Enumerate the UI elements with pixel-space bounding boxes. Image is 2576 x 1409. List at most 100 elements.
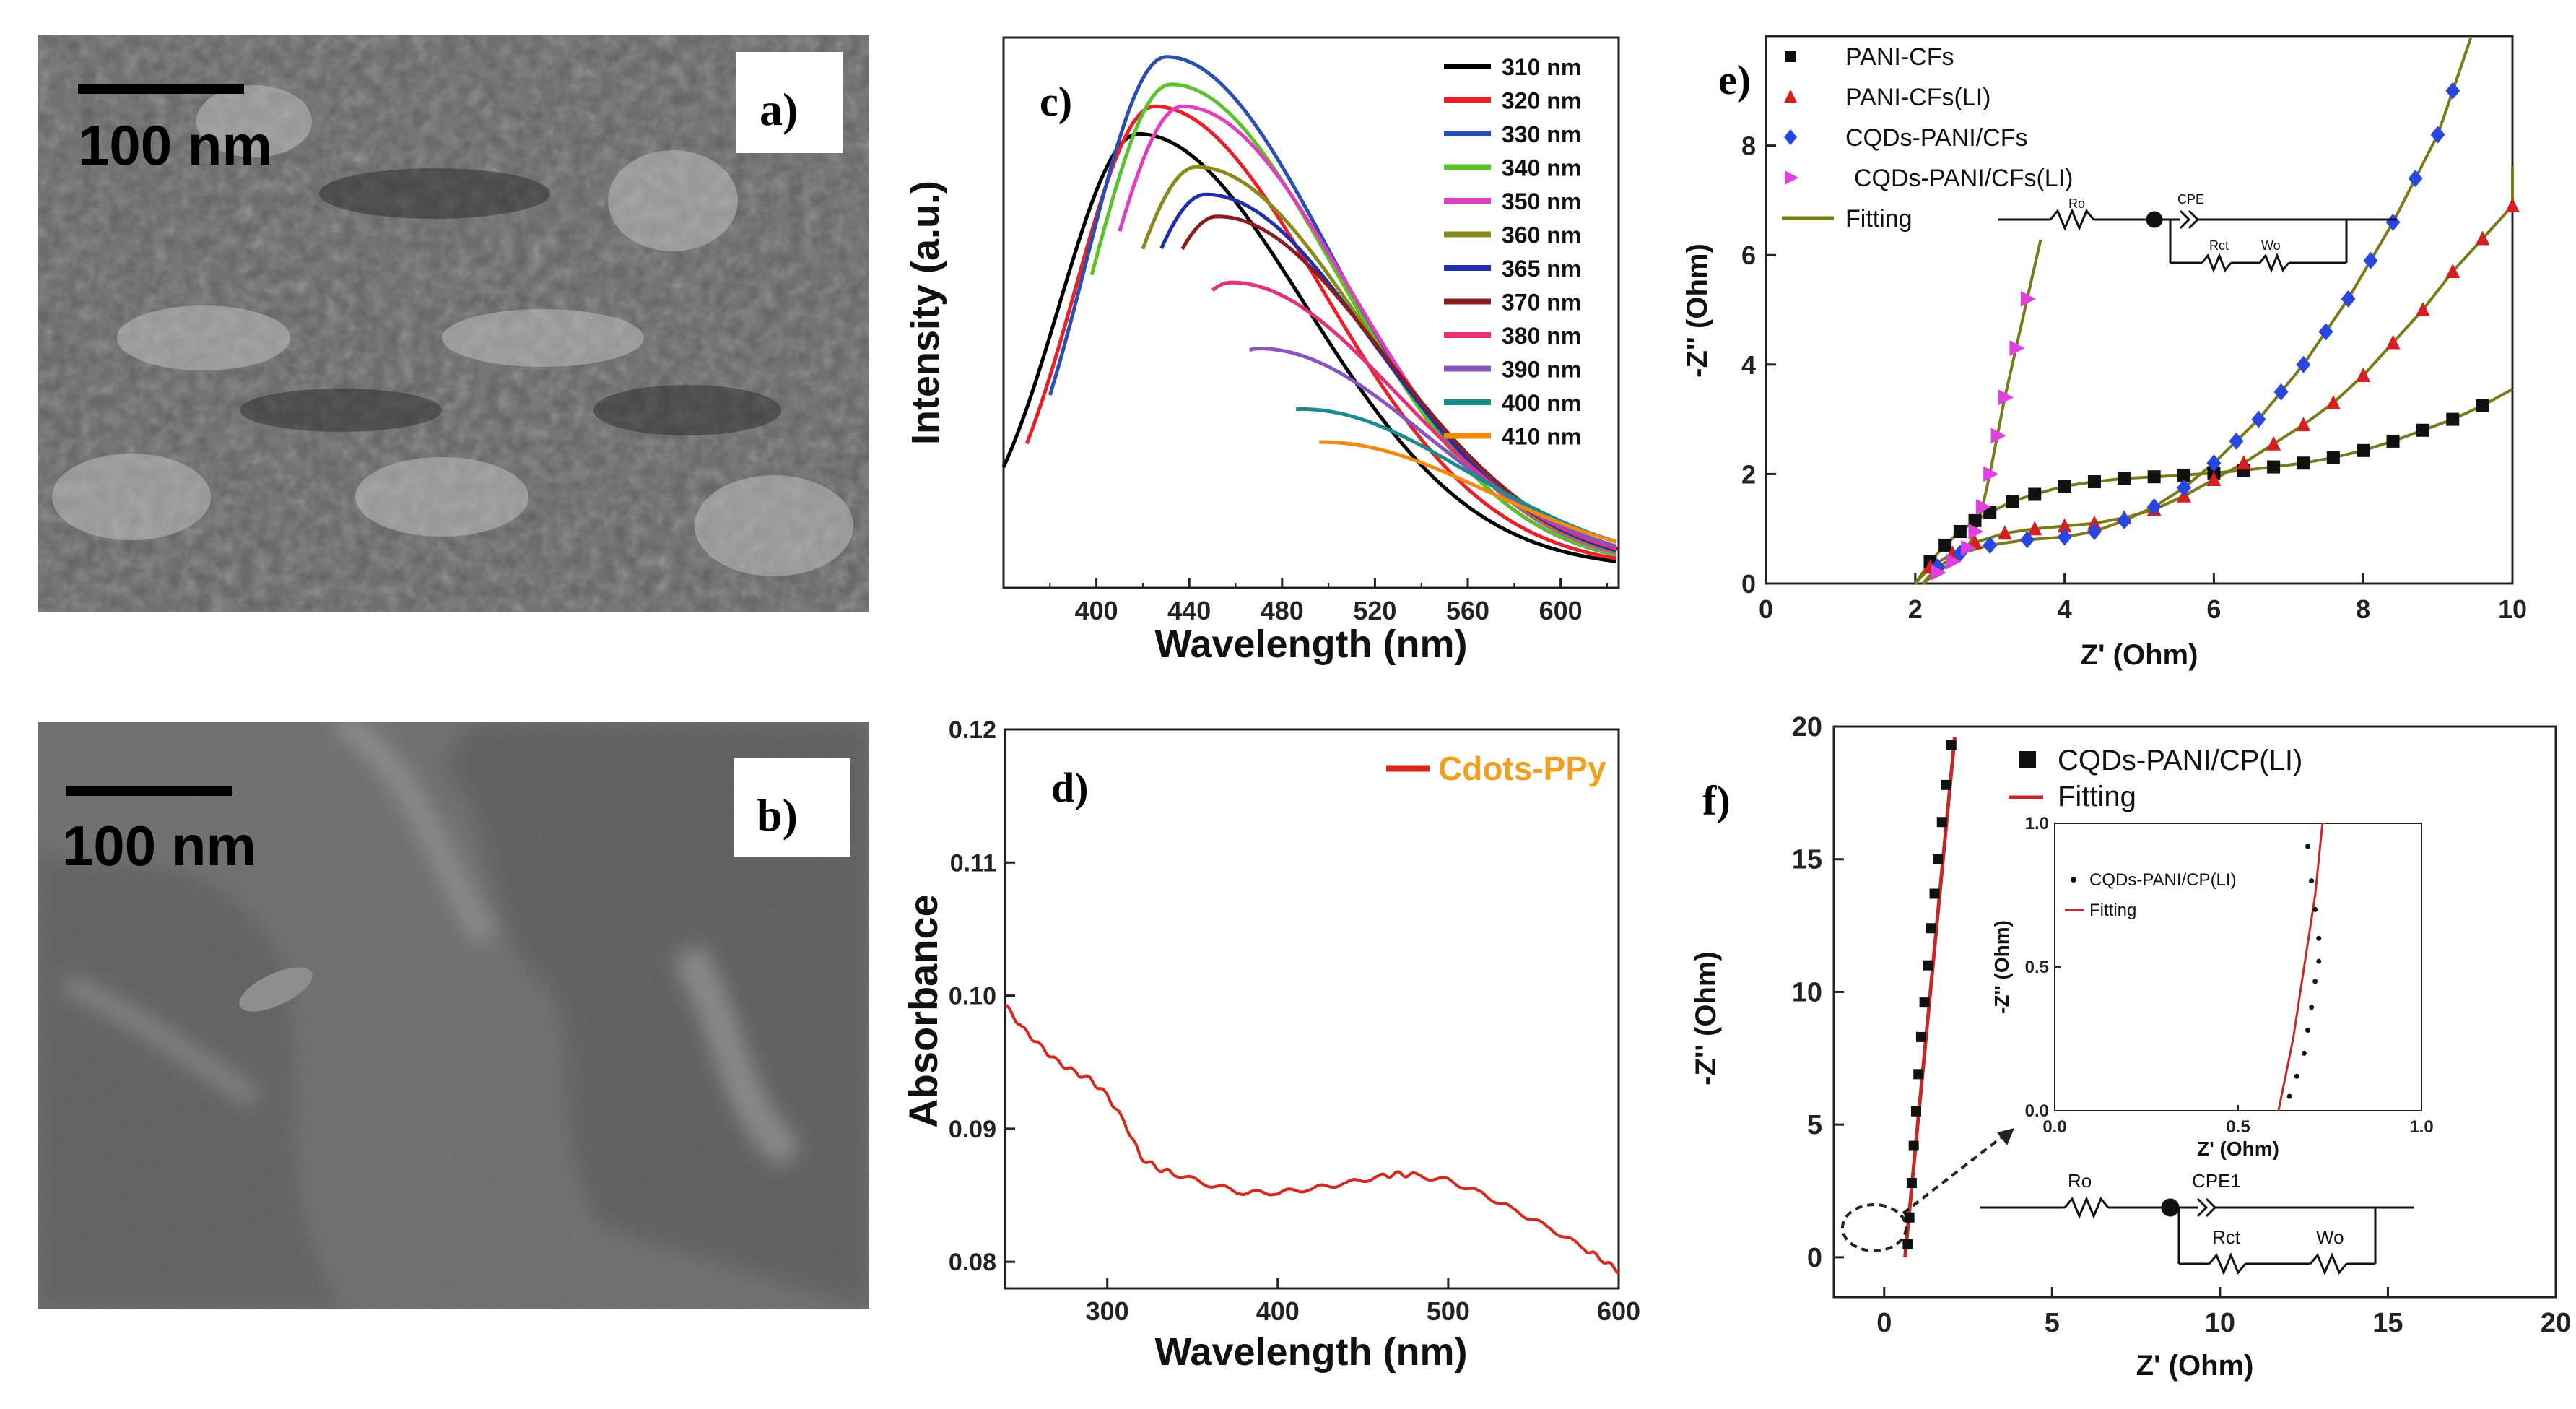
data-point-f-8 [1923, 960, 1933, 971]
x-tick-label-f-0: 0 [1876, 1308, 1892, 1338]
legend-label-c-8: 380 nm [1502, 323, 1581, 349]
data-point-f-9 [1926, 923, 1936, 934]
y-tick-label-e-4: 8 [1741, 131, 1756, 161]
scale-bar-a [78, 84, 244, 94]
x-axis-label-f: Z' (Ohm) [2136, 1350, 2254, 1382]
inset-legend-marker [2071, 877, 2076, 883]
chart-d: 300 400 500 600 0.08 0.09 0.10 0.11 0.12 Cdots-P… [900, 716, 1640, 1374]
inset-y-tick-label-1: 0.5 [2025, 958, 2049, 977]
inset-point-1 [2294, 1073, 2299, 1079]
legend-label-e-3: CQDs-PANI/CFs(LI) [1854, 165, 2073, 192]
data-point-f-4 [1910, 1106, 1921, 1117]
data-point-e-0-15 [2297, 456, 2310, 470]
y-tick-label-f-3: 15 [1792, 845, 1822, 875]
inset-y-tick-label-0: 0.0 [2025, 1101, 2049, 1121]
data-point-e-0-6 [2028, 487, 2042, 501]
series-line-c-11 [1319, 440, 1617, 544]
data-point-e-1-15 [2356, 367, 2371, 382]
legend-label-e-fit: Fitting [1845, 205, 1913, 233]
fit-line-e-1 [1914, 166, 2514, 585]
legend-label-f-fit: Fitting [2058, 781, 2136, 812]
x-tick-label-c-2: 480 [1261, 596, 1304, 625]
y-tick-label-d-3: 0.11 [950, 849, 996, 877]
data-point-e-1-6 [2087, 515, 2102, 530]
inset-x-tick-label-1: 0.5 [2226, 1117, 2250, 1137]
panel-label-e: e) [1718, 56, 1751, 103]
data-point-e-2-11 [2251, 410, 2266, 428]
data-point-f-5 [1913, 1069, 1924, 1080]
circuit-cpe-label-f: CPE1 [2192, 1170, 2241, 1192]
panel-b: 100 nm b) [38, 722, 869, 1309]
y-tick-label-e-3: 6 [1741, 240, 1756, 270]
data-point-e-0-7 [2058, 480, 2071, 493]
plot-frame-f [1832, 725, 2557, 1299]
y-tick-label-f-0: 0 [1807, 1243, 1822, 1273]
data-point-e-2-16 [2363, 251, 2378, 269]
x-tick-label-c-4: 560 [1446, 596, 1489, 625]
data-point-e-3-8 [2009, 340, 2025, 357]
data-point-e-3-6 [1990, 428, 2006, 444]
sem-image-b: 100 nm b) [38, 722, 869, 1309]
x-tick-label-e-0: 0 [1759, 594, 1773, 624]
plot-frame-d [1004, 728, 1620, 1290]
x-tick-label-f-3: 15 [2372, 1308, 2403, 1338]
x-tick-label-c-3: 520 [1353, 596, 1396, 625]
legend-label-e-1: PANI-CFs(LI) [1845, 84, 1990, 111]
series-line-d-0 [1004, 1003, 1620, 1275]
legend-label-c-1: 320 nm [1502, 88, 1581, 114]
data-point-e-2-20 [2445, 82, 2460, 100]
label-box-b [734, 758, 850, 857]
zoom-arrow-f [1902, 1134, 2006, 1215]
x-tick-label-f-4: 20 [2541, 1308, 2570, 1338]
data-point-f-7 [1919, 997, 1930, 1008]
panel-c: 400 440 480 520 560 600 310 nm 320 nm 330 nm 340… [895, 22, 1646, 672]
x-tick-label-d-3: 600 [1597, 1296, 1640, 1326]
data-point-f-6 [1915, 1031, 1926, 1042]
series-line-c-9 [1249, 346, 1617, 548]
chart-e: 0 2 4 6 8 10 0 2 4 6 8 PANI-CFs PANI-CFs(LI) CQDs-PA… [1681, 35, 2527, 671]
x-tick-label-c-0: 400 [1075, 596, 1118, 625]
x-tick-label-e-3: 6 [2206, 594, 2221, 624]
inset-point-6 [2316, 958, 2322, 964]
data-point-e-1-19 [2475, 230, 2490, 246]
x-tick-label-e-1: 2 [1908, 594, 1923, 624]
inset-frame-f [2054, 823, 2422, 1111]
data-point-e-2-13 [2296, 355, 2311, 373]
inset-point-9 [2309, 878, 2315, 884]
y-tick-label-e-2: 4 [1741, 350, 1756, 380]
series-line-c-10 [1295, 407, 1617, 544]
data-point-e-0-16 [2326, 451, 2340, 464]
y-tick-label-e-1: 2 [1741, 459, 1756, 489]
data-point-f-3 [1908, 1140, 1919, 1151]
data-point-e-3-1 [1946, 553, 1962, 570]
legend-label-c-0: 310 nm [1502, 54, 1581, 80]
inset-fit-line [2277, 823, 2324, 1111]
x-tick-label-e-4: 8 [2356, 594, 2370, 624]
legend-label-c-2: 330 nm [1502, 121, 1581, 147]
panel-label-d: d) [1051, 764, 1089, 811]
y-axis-label-d: Absorbance [900, 894, 946, 1128]
panel-d: 300 400 500 600 0.08 0.09 0.10 0.11 0.12 Cdots-P… [895, 708, 1646, 1379]
x-tick-label-e-2: 4 [2058, 594, 2072, 624]
data-point-e-0-3 [1968, 513, 1982, 527]
inset-y-axis-label: -Z'' (Ohm) [1990, 920, 2013, 1014]
data-point-e-1-2 [1967, 534, 1983, 550]
data-point-f-10 [1929, 888, 1940, 899]
inset-point-3 [2305, 1028, 2311, 1033]
inset-point-0 [2286, 1093, 2292, 1099]
legend-label-f-0: CQDs-PANI/CP(LI) [2058, 745, 2302, 776]
y-tick-label-f-1: 5 [1807, 1110, 1822, 1140]
inset-x-axis-label: Z' (Ohm) [2197, 1137, 2279, 1160]
x-axis-label-c: Wavelength (nm) [1154, 623, 1467, 666]
circuit-r0-label-f: Ro [2068, 1170, 2092, 1192]
x-tick-label-d-1: 400 [1256, 1296, 1300, 1326]
x-tick-label-d-0: 300 [1086, 1296, 1129, 1326]
y-tick-label-d-4: 0.12 [949, 716, 996, 744]
data-point-e-0-17 [2357, 443, 2370, 457]
data-point-e-3-7 [1998, 389, 2014, 406]
circuit-rct-label-e: Rct [2209, 238, 2229, 253]
data-point-e-2-5 [2087, 522, 2102, 540]
circuit-diagram-f [1980, 1196, 2414, 1275]
data-point-e-3-3 [1968, 523, 1984, 539]
data-point-e-1-14 [2325, 394, 2341, 409]
